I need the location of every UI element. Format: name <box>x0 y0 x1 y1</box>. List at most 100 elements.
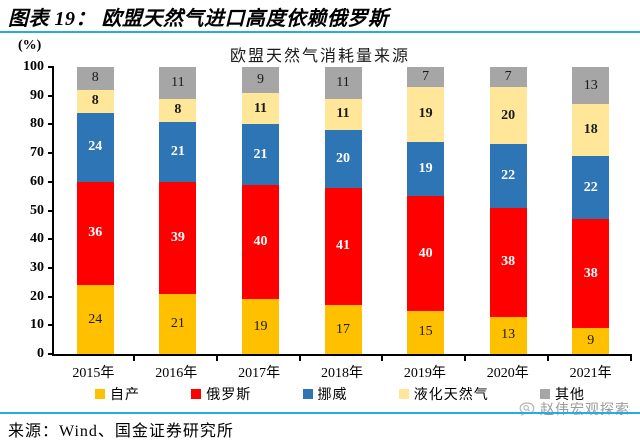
legend-item: 其他 <box>540 384 585 404</box>
bar-segment-label: 21 <box>253 146 268 162</box>
bar-segment-label: 21 <box>170 143 185 159</box>
bottom-divider <box>0 412 640 414</box>
y-tick-label: 0 <box>37 346 44 361</box>
bar-segment-label: 24 <box>88 311 103 327</box>
x-axis-label: 2015年 <box>72 366 115 381</box>
bar-segment-label: 22 <box>501 168 516 184</box>
stacked-bar: 13 18 22 38 9 <box>572 67 610 354</box>
y-tick <box>48 209 54 212</box>
bar-column: 7 20 22 38 13 <box>467 67 550 354</box>
y-tick-label: 100 <box>23 59 44 74</box>
x-tick-cell <box>301 355 384 361</box>
bar-column: 7 19 19 40 15 <box>384 67 467 354</box>
bar-segment-label: 11 <box>171 74 185 90</box>
legend-swatch <box>302 389 313 399</box>
y-tick <box>48 152 54 155</box>
y-tick <box>48 266 54 269</box>
stacked-bar: 7 20 22 38 13 <box>489 67 527 354</box>
y-tick <box>48 180 54 183</box>
watermark: 赵伟宏观探索 <box>519 399 630 419</box>
legend-swatch <box>191 389 202 399</box>
bar-column: 11 11 20 41 17 <box>302 67 385 354</box>
bar-segment-label: 20 <box>501 107 516 123</box>
x-axis-label: 2020年 <box>486 366 529 381</box>
bar-segment-label: 18 <box>583 122 598 138</box>
bar-segment: 19 <box>241 299 279 354</box>
watermark-text: 赵伟宏观探索 <box>540 403 630 418</box>
bar-segment: 19 <box>407 87 445 142</box>
bar-segment-label: 9 <box>587 333 595 349</box>
bar-segment: 7 <box>407 67 445 88</box>
legend-label: 自产 <box>110 388 140 403</box>
bar-segment: 41 <box>324 187 362 306</box>
y-tick-label: 60 <box>30 173 44 189</box>
bar-segment-label: 40 <box>418 245 433 261</box>
bar-segment-label: 7 <box>504 69 512 85</box>
y-tick-label: 80 <box>30 116 44 132</box>
bar-segment: 19 <box>407 141 445 197</box>
legend-swatch <box>398 389 409 399</box>
x-tick-cell <box>549 355 633 361</box>
bar-segment: 40 <box>241 184 279 300</box>
bar-segment-label: 11 <box>336 74 350 90</box>
bar-column: 11 8 21 39 21 <box>137 67 220 354</box>
bar-segment-label: 8 <box>174 102 182 118</box>
bar-segment-label: 38 <box>501 254 516 270</box>
x-tick-cell <box>466 355 550 361</box>
bar-segment-label: 13 <box>501 327 516 343</box>
y-tick-label: 30 <box>30 259 44 275</box>
y-tick <box>48 66 54 68</box>
bar-segment: 21 <box>241 124 279 185</box>
legend-item: 俄罗斯 <box>191 384 251 404</box>
bar-segment-label: 15 <box>418 324 433 340</box>
legend-swatch <box>95 389 105 399</box>
x-axis-label: 2018年 <box>321 366 363 381</box>
top-divider <box>0 31 640 33</box>
bar-segment: 21 <box>159 121 197 182</box>
legend-label: 其他 <box>555 388 585 403</box>
x-tick-cell <box>135 355 218 361</box>
bar-segment: 13 <box>489 316 527 354</box>
y-tick-label: 20 <box>30 288 44 304</box>
x-axis-label: 2017年 <box>238 366 281 381</box>
legend-swatch <box>540 389 550 399</box>
bar-segment-label: 11 <box>253 100 268 116</box>
bar-column: 13 18 22 38 9 <box>549 67 632 354</box>
bar-segment: 38 <box>489 207 527 317</box>
legend-item: 挪威 <box>302 384 348 404</box>
stacked-bar: 9 11 21 40 19 <box>241 67 279 354</box>
figure-title: 图表 19： 欧盟天然气进口高度依赖俄罗斯 <box>8 8 389 30</box>
bar-segment-label: 13 <box>583 77 598 93</box>
bar-segment: 9 <box>572 328 610 354</box>
legend-item: 自产 <box>95 384 140 404</box>
plot-area: 0 10 20 30 40 50 60 70 80 90 100 8 8 24 36 24 11 8 21 39 21 9… <box>23 60 632 361</box>
bar-segment-label: 20 <box>336 150 351 166</box>
chat-bubble-magnifier-icon <box>519 401 535 416</box>
bar-segment: 11 <box>324 98 362 131</box>
bar-segment-label: 8 <box>91 93 99 109</box>
x-axis-ticks <box>52 355 633 361</box>
bar-segment-label: 9 <box>256 71 264 87</box>
stacked-bar: 11 11 20 41 17 <box>324 67 362 354</box>
x-tick-cell <box>383 355 467 361</box>
x-axis-label: 2016年 <box>155 366 198 381</box>
y-tick-label: 70 <box>30 145 44 161</box>
bar-segment-label: 38 <box>583 265 598 281</box>
bar-segment: 8 <box>159 98 197 122</box>
bar-segment-label: 22 <box>583 179 598 195</box>
bar-segment-label: 36 <box>88 225 103 241</box>
bar-segment-label: 7 <box>422 69 430 85</box>
bar-segment: 9 <box>241 67 279 93</box>
bar-segment: 40 <box>407 196 445 311</box>
y-tick <box>48 295 54 298</box>
legend-item: 液化天然气 <box>398 384 489 404</box>
bar-segment: 11 <box>241 92 279 125</box>
bar-segment: 24 <box>76 285 114 354</box>
y-tick <box>48 123 54 126</box>
bar-segment: 13 <box>572 67 610 105</box>
x-axis-labels: 2015年 2016年 2017年 2018年 2019年 2020年 2021年 <box>52 362 632 382</box>
bar-segment: 17 <box>324 305 362 354</box>
bar-segment: 7 <box>489 67 527 88</box>
bar-segment-label: 17 <box>336 321 351 337</box>
bar-segment: 39 <box>159 181 197 294</box>
